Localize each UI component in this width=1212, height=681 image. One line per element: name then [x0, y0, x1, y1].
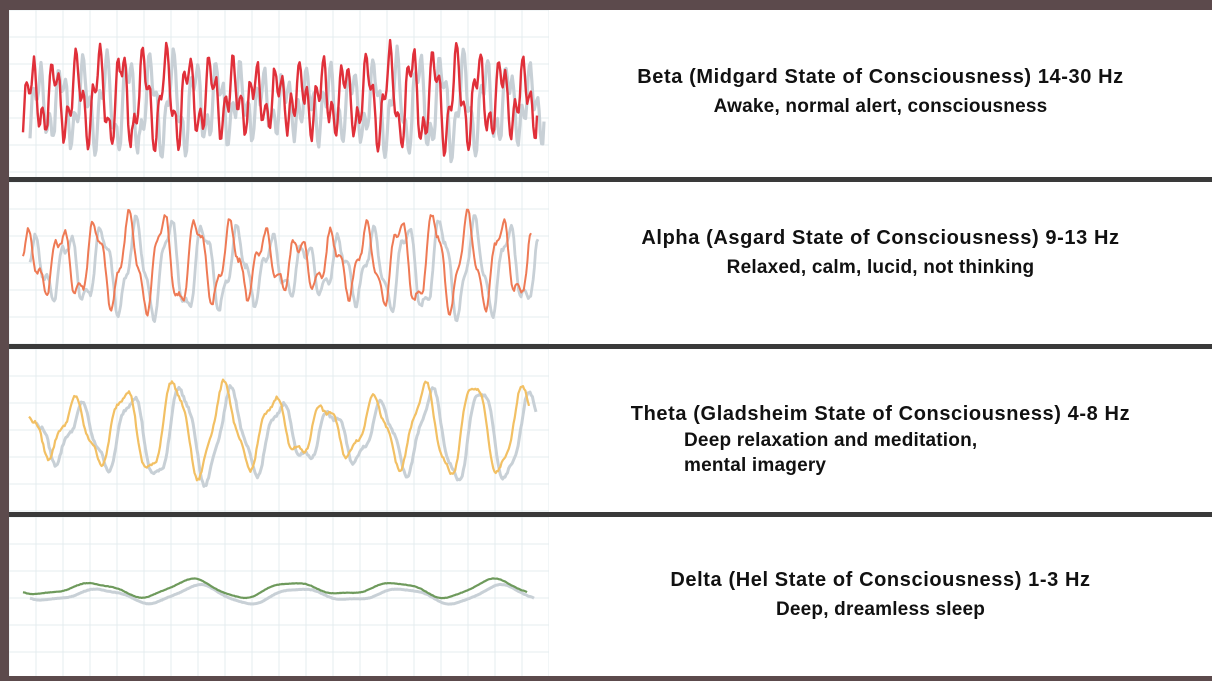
- delta-label: Delta (Hel State of Consciousness) 1-3 H…: [549, 569, 1212, 621]
- alpha-description: Relaxed, calm, lucid, not thinking: [726, 257, 1035, 278]
- alpha-wave-area: [9, 182, 549, 344]
- beta-wave-area: [9, 10, 549, 177]
- theta-panel: Theta (Gladsheim State of Consciousness)…: [9, 349, 1212, 512]
- delta-title: Delta (Hel State of Consciousness) 1-3 H…: [670, 569, 1091, 591]
- delta-shadow-trace: [29, 582, 535, 606]
- beta-shadow-trace: [28, 44, 546, 164]
- delta-wave-trace: [22, 577, 528, 600]
- divider-alpha-theta: [9, 344, 1212, 349]
- delta-description: Deep, dreamless sleep: [775, 599, 986, 620]
- beta-wave-trace: [21, 38, 539, 157]
- divider-beta-alpha: [9, 177, 1212, 182]
- theta-title: Theta (Gladsheim State of Consciousness)…: [630, 403, 1131, 425]
- theta-wave-area: [9, 349, 549, 512]
- delta-panel: Delta (Hel State of Consciousness) 1-3 H…: [9, 517, 1212, 676]
- theta-wave-trace: [28, 378, 531, 482]
- beta-wave-graphic: [9, 10, 549, 177]
- alpha-wave-trace: [22, 208, 532, 317]
- theta-description-line-2: mental imagery: [684, 455, 827, 476]
- theta-label: Theta (Gladsheim State of Consciousness)…: [549, 403, 1212, 478]
- beta-title: Beta (Midgard State of Consciousness) 14…: [637, 66, 1124, 88]
- theta-shadow-trace: [34, 384, 538, 488]
- alpha-title: Alpha (Asgard State of Consciousness) 9-…: [641, 227, 1120, 249]
- divider-theta-delta: [9, 512, 1212, 517]
- theta-description: Deep relaxation and meditation, mental i…: [549, 428, 1212, 478]
- beta-description: Awake, normal alert, consciousness: [713, 96, 1048, 117]
- theta-description-line-1: Deep relaxation and meditation,: [684, 430, 978, 451]
- beta-label: Beta (Midgard State of Consciousness) 14…: [549, 66, 1212, 118]
- delta-wave-graphic: [9, 517, 549, 676]
- theta-wave-graphic: [9, 349, 549, 512]
- beta-panel: Beta (Midgard State of Consciousness) 14…: [9, 10, 1212, 177]
- alpha-wave-graphic: [9, 182, 549, 344]
- alpha-label: Alpha (Asgard State of Consciousness) 9-…: [549, 227, 1212, 279]
- delta-wave-area: [9, 517, 549, 676]
- alpha-panel: Alpha (Asgard State of Consciousness) 9-…: [9, 182, 1212, 344]
